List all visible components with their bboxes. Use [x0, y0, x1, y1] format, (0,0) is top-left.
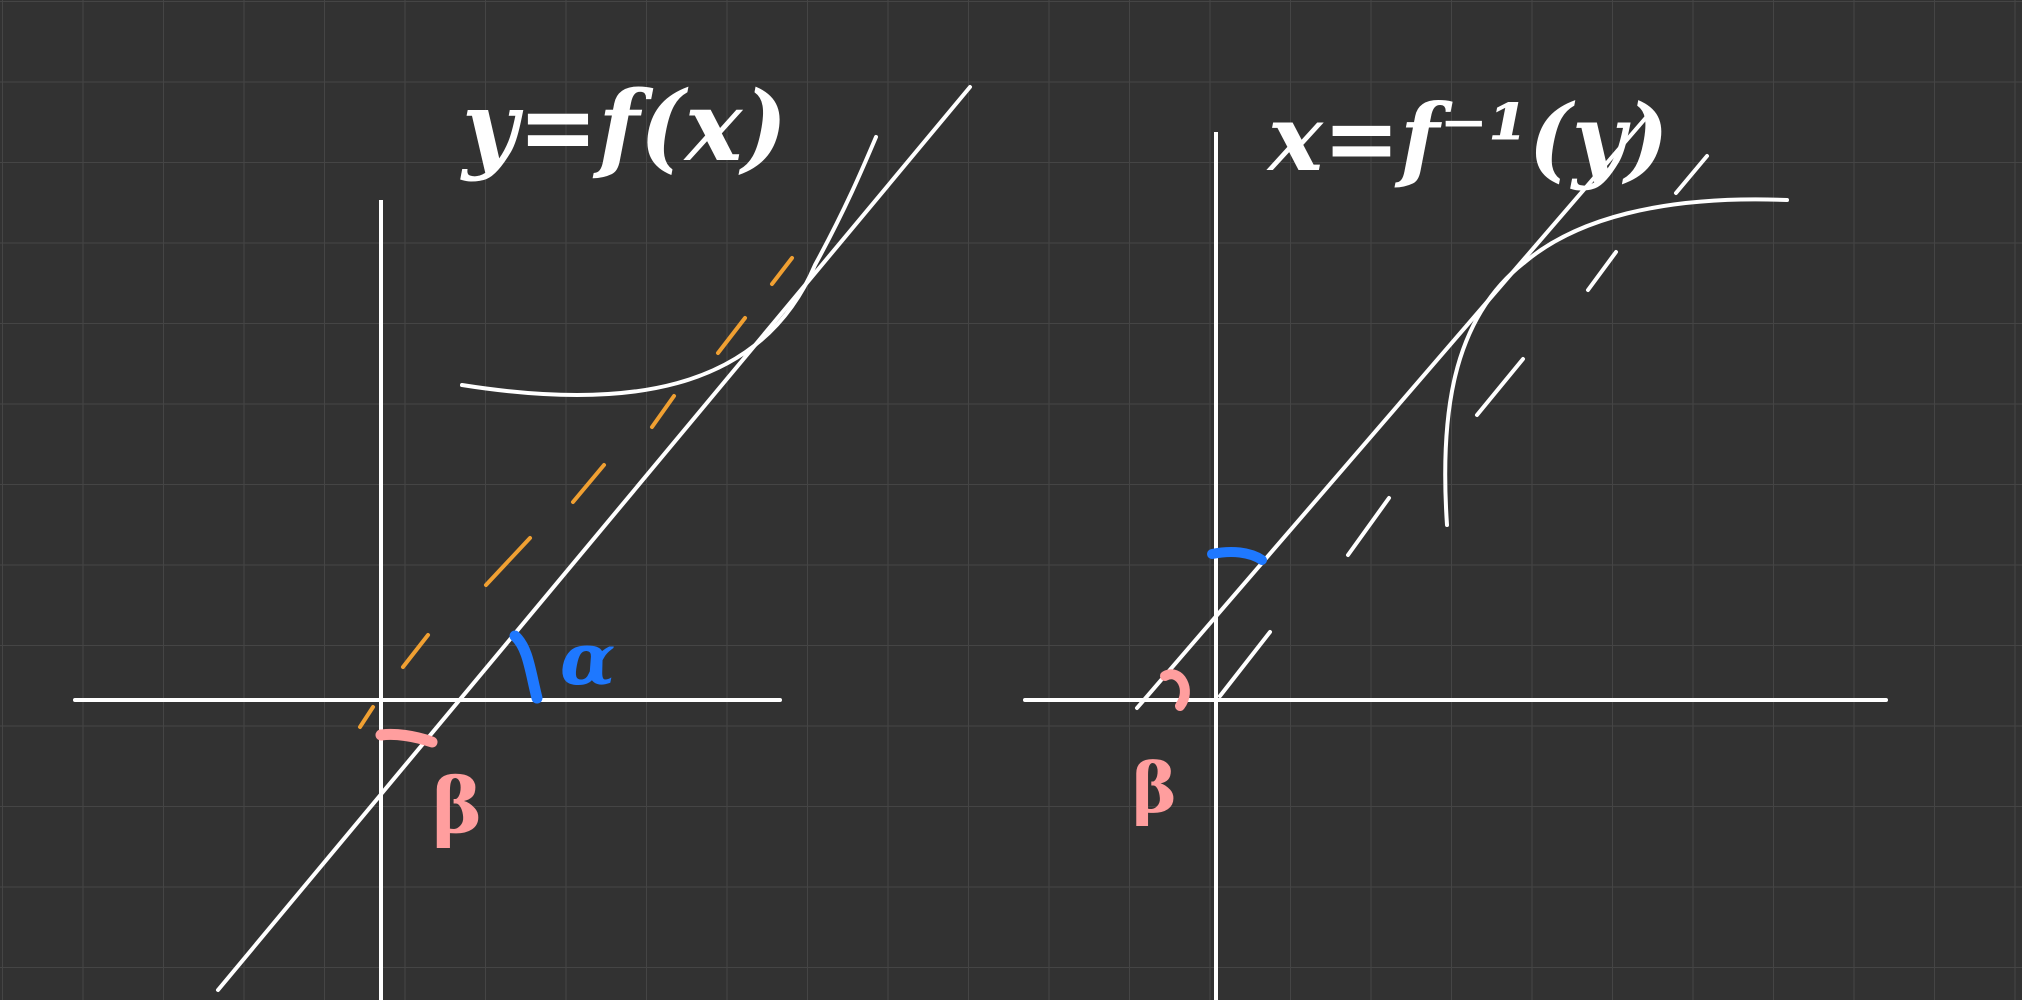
angle-beta-label-left: β [432, 761, 482, 850]
left-diagonal-line [216, 85, 972, 992]
angle-alpha-arc [509, 630, 543, 704]
left-curve-f [460, 135, 878, 398]
right-angle-mark-blue [1207, 547, 1267, 565]
left-title: y=f(x) [460, 70, 788, 183]
left-tangent-dashed [358, 256, 794, 729]
right-title: x=f⁻¹(y) [1266, 84, 1669, 192]
angle-alpha-label: α [560, 616, 615, 701]
right-curve-f-inverse [1443, 197, 1789, 527]
right-angle-beta-arc [1160, 669, 1190, 711]
right-panel: x=f⁻¹(y) β [1023, 84, 1888, 1000]
angle-beta-label-right: β [1132, 749, 1177, 829]
right-tangent-dashed [1218, 154, 1709, 698]
angle-beta-arc [375, 728, 438, 748]
left-panel: y=f(x) α β [73, 70, 972, 1000]
right-diagonal-line [1135, 111, 1652, 710]
